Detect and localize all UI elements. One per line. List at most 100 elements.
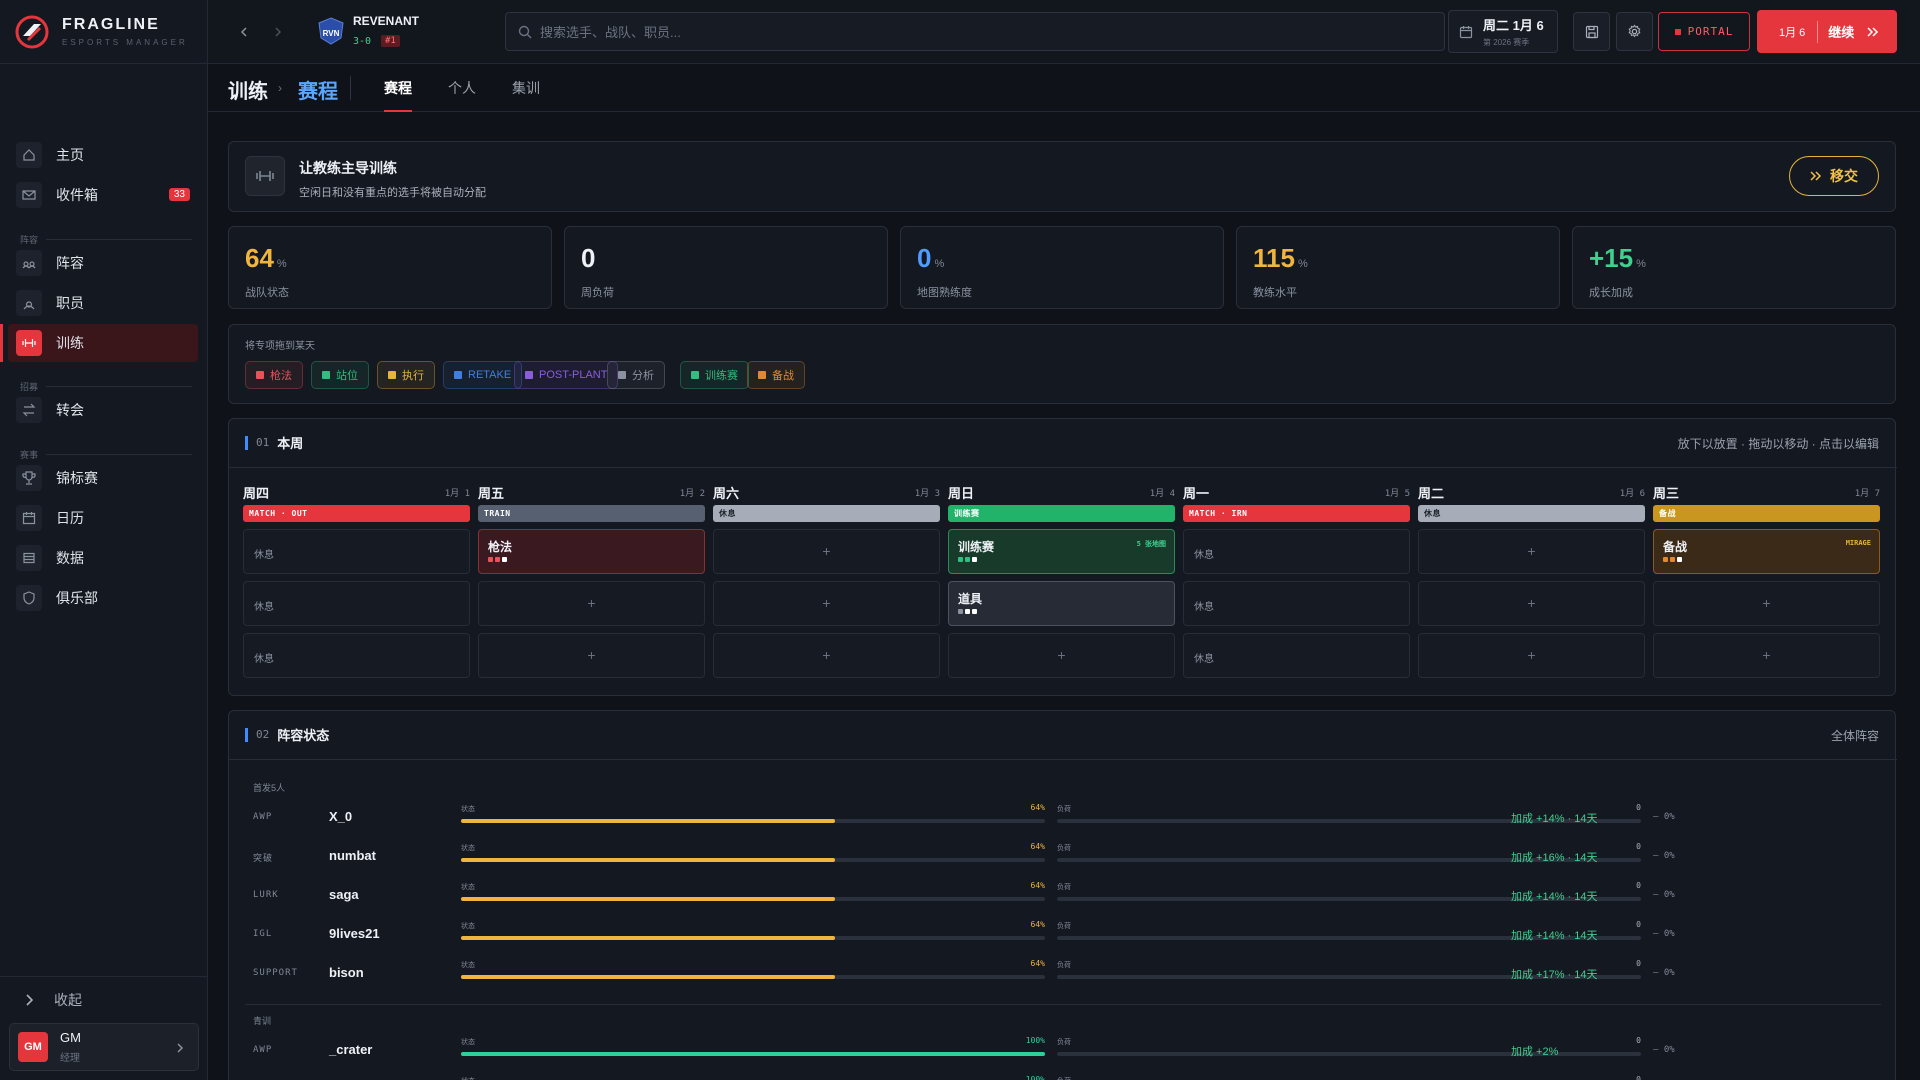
portal-label: PORTAL [1687, 25, 1734, 38]
date-display[interactable]: 周二 1月 6 第 2026 赛季 [1448, 10, 1558, 53]
player-name[interactable]: numbat [329, 848, 376, 863]
schedule-slot[interactable]: + [713, 529, 940, 574]
add-slot-icon: + [1527, 595, 1536, 611]
divider [350, 76, 351, 100]
schedule-slot[interactable]: 休息 [243, 633, 470, 678]
divider [46, 386, 192, 387]
sidebar-item-7[interactable]: 日历 [8, 499, 198, 537]
training-chip[interactable]: 枪法 [245, 361, 303, 389]
form-label: 状态 [461, 923, 475, 930]
schedule-slot[interactable]: 枪法 [478, 529, 705, 574]
training-chip[interactable]: 训练赛 [680, 361, 749, 389]
rest-label: 休息 [1194, 550, 1214, 561]
form-label: 状态 [461, 1076, 475, 1080]
training-chip[interactable]: POST-PLANT [514, 361, 619, 389]
search-input[interactable]: 搜索选手、战队、职员... [505, 12, 1445, 51]
continue-button[interactable]: 1月 6 继续 [1757, 10, 1897, 53]
schedule-slot[interactable]: 休息 [243, 581, 470, 626]
schedule-slot[interactable]: + [1653, 581, 1880, 626]
schedule-slot[interactable]: + [478, 633, 705, 678]
training-chip[interactable]: RETAKE [443, 361, 523, 389]
settings-button[interactable] [1616, 12, 1653, 51]
handoff-label: 移交 [1830, 168, 1858, 184]
sidebar-item-2[interactable]: 阵容 [8, 244, 198, 282]
schedule-slot[interactable]: 休息 [1183, 529, 1410, 574]
schedule-slot[interactable]: + [1653, 633, 1880, 678]
load-label: 负荷 [1057, 884, 1071, 891]
player-name[interactable]: X_0 [329, 809, 353, 824]
intensity-dots [958, 609, 979, 614]
add-slot-icon: + [1527, 543, 1536, 559]
schedule-slot[interactable]: 休息 [1183, 633, 1410, 678]
stat-label: 战队状态 [245, 287, 289, 299]
player-name[interactable]: bison [329, 965, 364, 980]
tab-schedule[interactable]: 赛程 [384, 78, 412, 112]
training-chip[interactable]: 执行 [377, 361, 435, 389]
portal-button[interactable]: PORTAL [1658, 12, 1750, 51]
schedule-slot[interactable]: 训练赛 5 张地图 [948, 529, 1175, 574]
schedule-slot[interactable]: + [948, 633, 1175, 678]
day-type-tag: 备战 [1653, 505, 1880, 522]
schedule-slot[interactable]: 休息 [1183, 581, 1410, 626]
current-date: 周二 1月 6 [1483, 18, 1544, 33]
form-bar-fill [461, 858, 835, 862]
sidebar-item-8[interactable]: 数据 [8, 539, 198, 577]
user-name: GM [60, 1030, 81, 1045]
back-button[interactable] [234, 22, 254, 42]
sidebar-item-5[interactable]: 转会 [8, 391, 198, 429]
schedule-slot[interactable]: 休息 [243, 529, 470, 574]
player-name[interactable]: _crater [329, 1042, 373, 1057]
database-icon [16, 545, 42, 571]
chip-color-icon [691, 371, 699, 379]
training-chip[interactable]: 备战 [747, 361, 805, 389]
stat-label: 教练水平 [1253, 287, 1297, 299]
sidebar-item-1[interactable]: 收件箱 33 [8, 176, 198, 214]
handoff-button[interactable]: 移交 [1789, 156, 1879, 196]
player-name[interactable]: 9lives21 [329, 926, 380, 941]
divider [229, 759, 1897, 760]
session-title: 枪法 [488, 540, 513, 554]
tab-individual[interactable]: 个人 [448, 80, 476, 96]
schedule-slot[interactable]: 道具 [948, 581, 1175, 626]
save-button[interactable] [1573, 12, 1610, 51]
form-label: 状态 [461, 962, 475, 969]
subheader: 训练 › 赛程 赛程 个人 集训 [208, 64, 1920, 112]
sidebar-item-3[interactable]: 职员 [8, 284, 198, 322]
schedule-slot[interactable]: + [713, 633, 940, 678]
sidebar-item-6[interactable]: 锦标赛 [8, 459, 198, 497]
tab-bootcamp[interactable]: 集训 [512, 80, 540, 96]
stat-unit: % [934, 258, 945, 270]
player-name[interactable]: saga [329, 887, 359, 902]
load-label: 负荷 [1057, 962, 1071, 969]
player-role: 突破 [253, 854, 274, 864]
schedule-slot[interactable]: + [1418, 581, 1645, 626]
training-chip[interactable]: 站位 [311, 361, 369, 389]
schedule-slot[interactable]: + [478, 581, 705, 626]
add-slot-icon: + [1762, 595, 1771, 611]
schedule-slot[interactable]: + [1418, 633, 1645, 678]
home-icon [16, 142, 42, 168]
team-rank-badge: #1 [381, 35, 400, 47]
schedule-slot[interactable]: + [1418, 529, 1645, 574]
sidebar-item-0[interactable]: 主页 [8, 136, 198, 174]
roster-header: 02 阵容状态 [245, 725, 329, 744]
schedule-slot[interactable]: + [713, 581, 940, 626]
sidebar-item-4[interactable]: 训练 [0, 324, 198, 362]
unread-badge: 33 [168, 188, 190, 201]
training-chip[interactable]: 分析 [607, 361, 665, 389]
team-name[interactable]: REVENANT [353, 14, 420, 28]
sidebar-item-9[interactable]: 俱乐部 [8, 579, 198, 617]
dumbbell-icon [256, 171, 274, 181]
roster-filter[interactable]: 全体阵容 [1830, 729, 1879, 743]
collapse-button[interactable]: 收起 [22, 990, 82, 1010]
breadcrumb-training[interactable]: 训练 [228, 81, 268, 103]
user-card[interactable]: GM GM 经理 [9, 1023, 199, 1071]
forward-button[interactable] [268, 22, 288, 42]
schedule-slot[interactable]: 备战 MIRAGE [1653, 529, 1880, 574]
form-delta: — 0% [1653, 851, 1675, 861]
session-tag: 5 张地图 [1136, 540, 1166, 548]
sidebar-item-label: 阵容 [56, 255, 84, 271]
brand-name: FRAGLINE [62, 16, 160, 33]
form-delta: — 0% [1653, 968, 1675, 978]
day-type-tag: MATCH · OUT [243, 505, 470, 522]
